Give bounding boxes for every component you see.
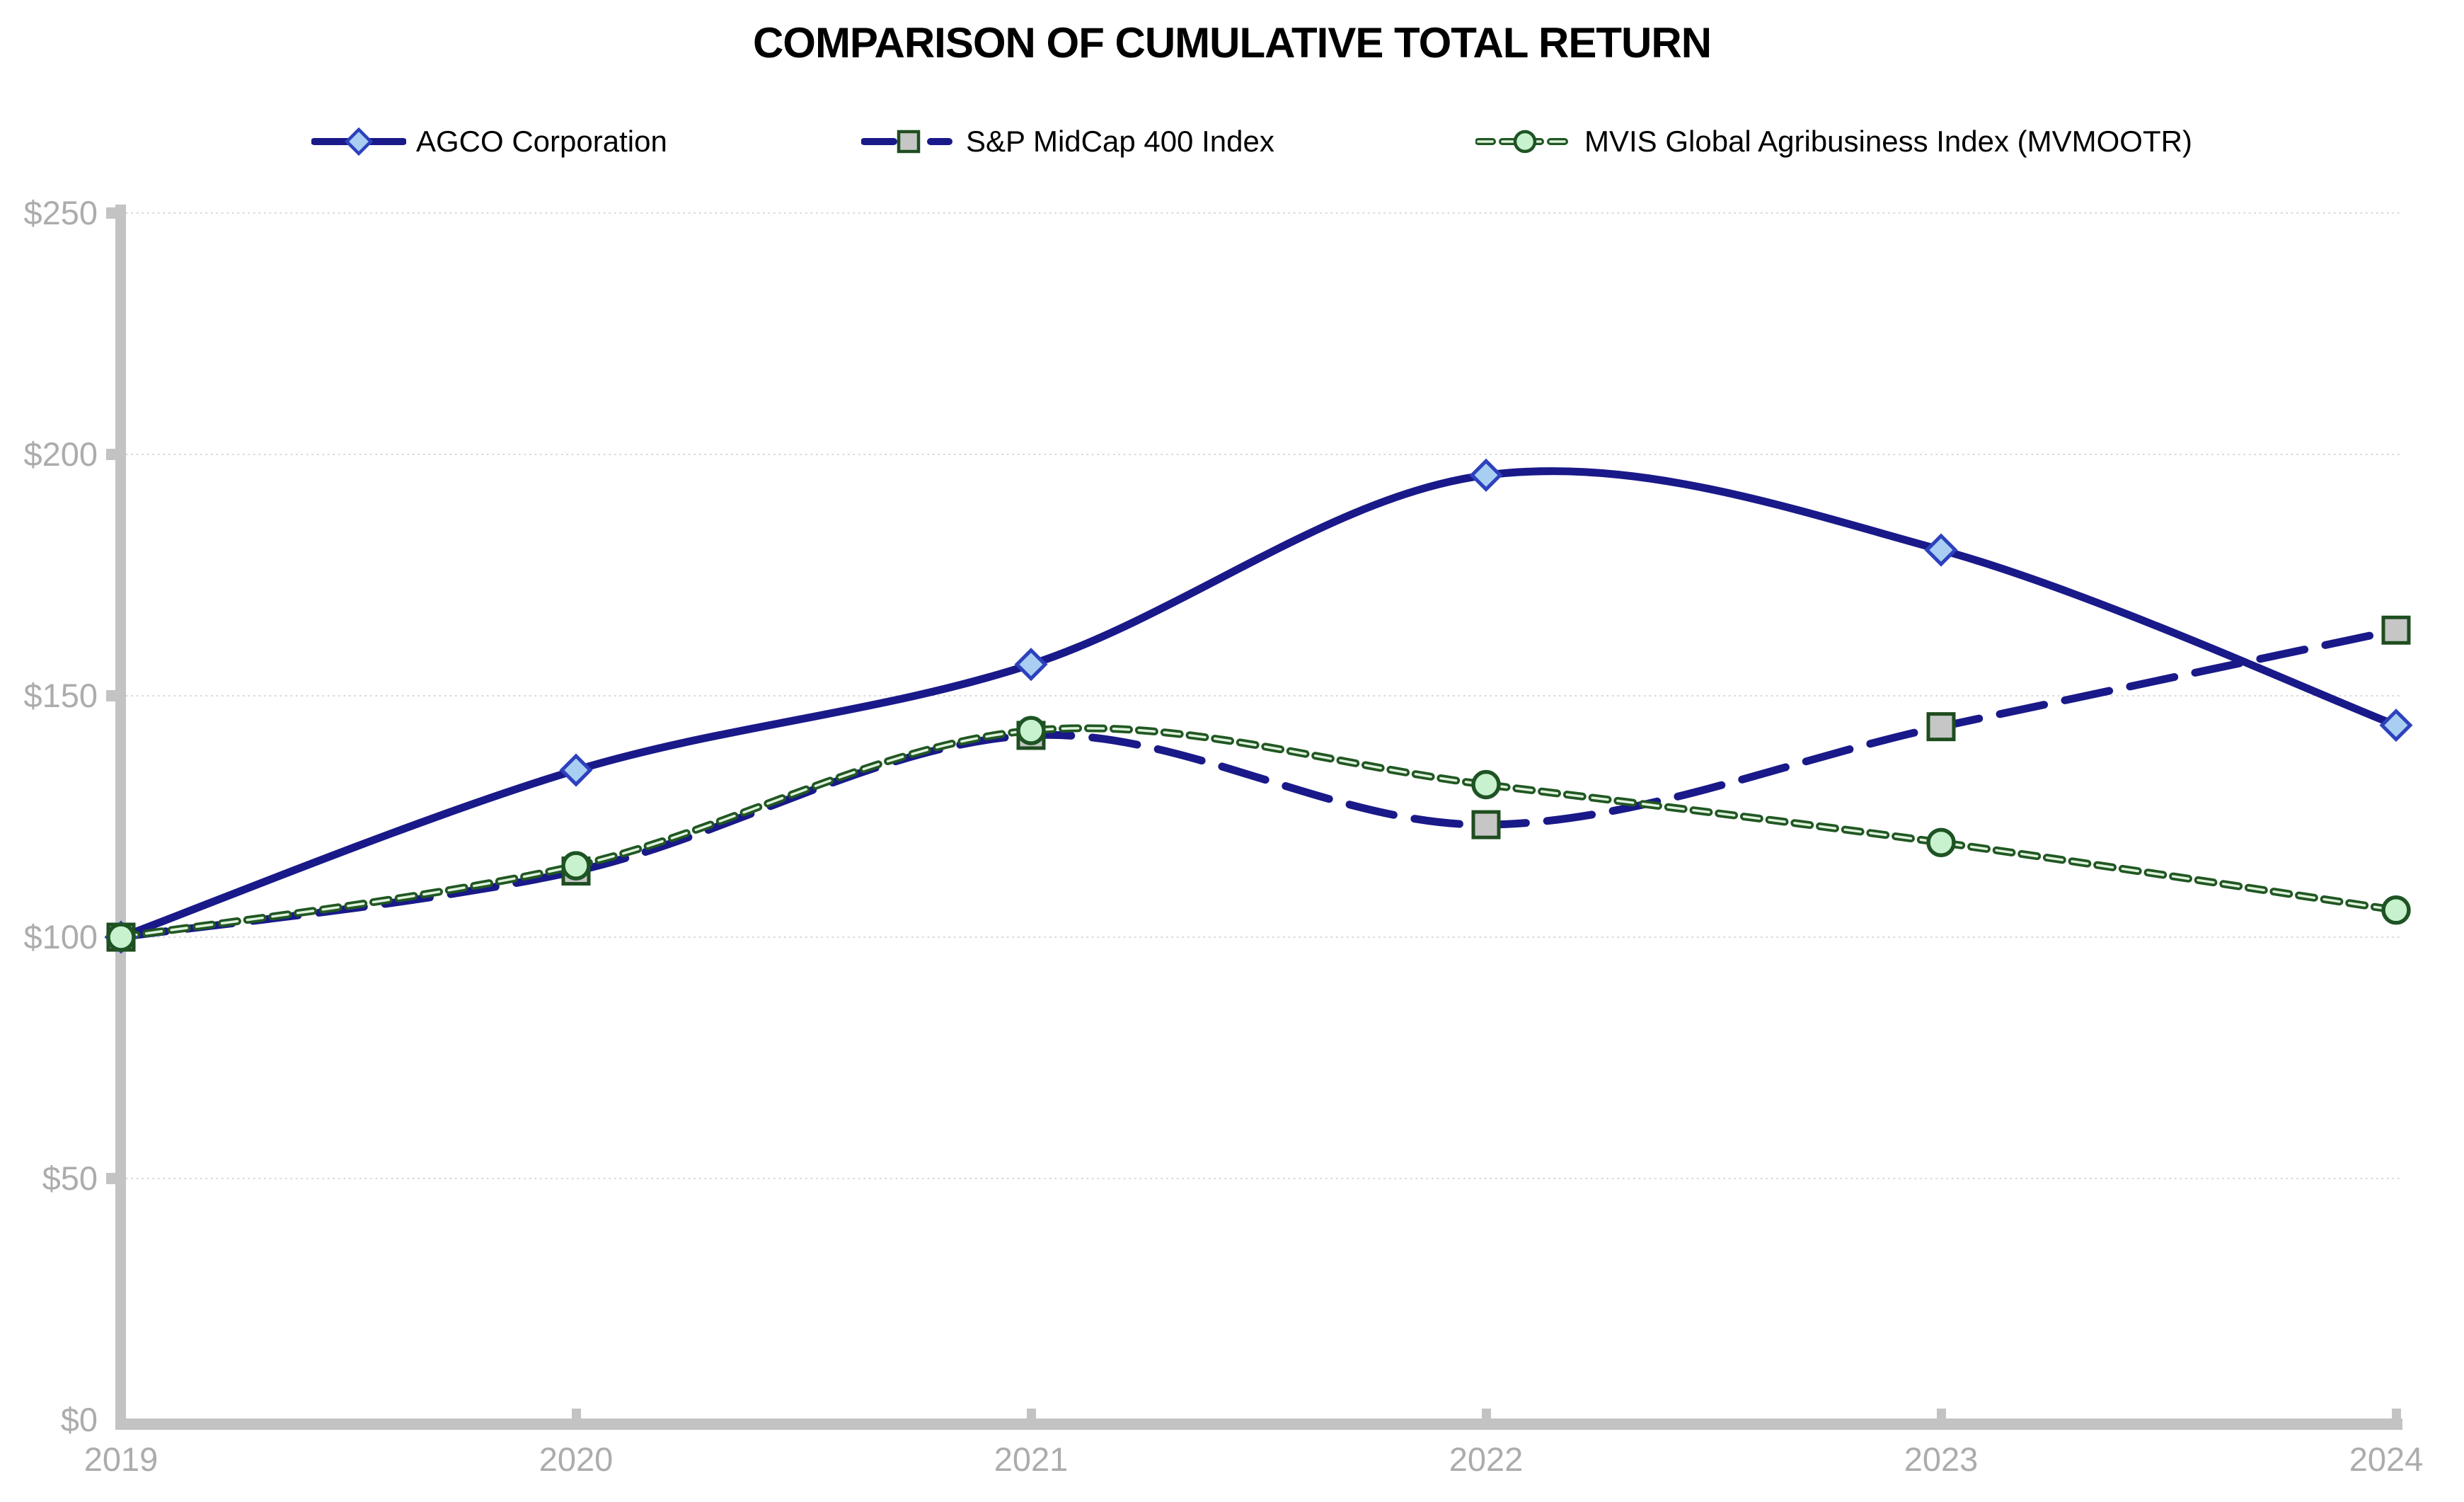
legend-marker-circle-icon (1513, 130, 1537, 154)
x-axis-line (115, 1418, 2402, 1430)
marker-square-s-p-midcap-400-index-2022 (1471, 810, 1501, 839)
marker-circle-mvis-global-agribusiness-index-mvmootr-2020 (561, 851, 591, 881)
legend-label-mvis: MVIS Global Agribusiness Index (MVMOOTR) (1584, 125, 2192, 158)
marker-diamond-agco-corporation-2024 (2379, 709, 2413, 743)
marker-circle-mvis-global-agribusiness-index-mvmootr-2024 (2381, 895, 2411, 925)
y-axis-label: $150 (23, 677, 98, 714)
legend-marker-diamond-icon (344, 127, 374, 156)
marker-circle-mvis-global-agribusiness-index-mvmootr-2023 (1926, 827, 1956, 858)
y-axis-label: $250 (23, 194, 98, 231)
legend-label-agco: AGCO Corporation (416, 125, 667, 158)
x-tick-2020 (572, 1409, 581, 1418)
legend-sample-mvis-line (1475, 130, 1574, 154)
y-tick-200 (106, 449, 115, 460)
marker-diamond-agco-corporation-2021 (1014, 648, 1048, 682)
marker-circle-mvis-global-agribusiness-index-mvmootr-2021 (1016, 716, 1046, 745)
x-tick-2024 (2392, 1409, 2401, 1418)
x-axis-label: 2020 (539, 1440, 614, 1478)
y-tick-150 (106, 690, 115, 701)
y-tick-50 (106, 1173, 115, 1184)
y-axis-line (115, 205, 126, 1430)
marker-diamond-agco-corporation-2023 (1924, 533, 1958, 567)
x-axis-label: 2023 (1904, 1440, 1979, 1478)
marker-diamond-agco-corporation-2020 (559, 753, 593, 787)
series-line-core-mvis-global-agribusiness-index-mvmootr (120, 727, 2397, 939)
x-axis-label: 2021 (994, 1440, 1069, 1478)
legend-item-mvis: MVIS Global Agribusiness Index (MVMOOTR) (1475, 123, 2192, 160)
marker-square-s-p-midcap-400-index-2024 (2381, 615, 2411, 645)
legend-sample-sp-line (861, 130, 955, 154)
legend-label-sp-midcap: S&P MidCap 400 Index (966, 125, 1274, 158)
x-tick-2021 (1027, 1409, 1036, 1418)
x-axis-label: 2022 (1449, 1440, 1524, 1478)
x-tick-2022 (1482, 1409, 1491, 1418)
marker-circle-mvis-global-agribusiness-index-mvmootr-2019 (106, 922, 136, 952)
y-axis-label: $200 (23, 435, 98, 473)
legend-marker-square-icon (897, 130, 921, 154)
x-axis-label: 2024 (2349, 1440, 2424, 1478)
series-line-s-p-midcap-400-index (117, 626, 2400, 941)
y-axis-label: $50 (42, 1159, 98, 1197)
marker-circle-mvis-global-agribusiness-index-mvmootr-2022 (1471, 769, 1501, 800)
x-axis-label: 2019 (84, 1440, 159, 1478)
y-axis-label: $0 (60, 1401, 98, 1438)
marker-diamond-agco-corporation-2022 (1469, 458, 1503, 492)
legend-item-sp-midcap: S&P MidCap 400 Index (861, 123, 1274, 160)
chart-title: COMPARISON OF CUMULATIVE TOTAL RETURN (752, 19, 1712, 67)
marker-square-s-p-midcap-400-index-2023 (1926, 712, 1956, 742)
legend-sample-agco-line (311, 127, 406, 156)
y-axis-label: $100 (23, 918, 98, 956)
series-line-mvis-global-agribusiness-index-mvmootr (117, 724, 2400, 941)
y-tick-250 (106, 207, 115, 219)
x-tick-2023 (1937, 1409, 1946, 1418)
legend-item-agco: AGCO Corporation (311, 123, 667, 160)
series-line-agco-corporation (117, 467, 2400, 941)
